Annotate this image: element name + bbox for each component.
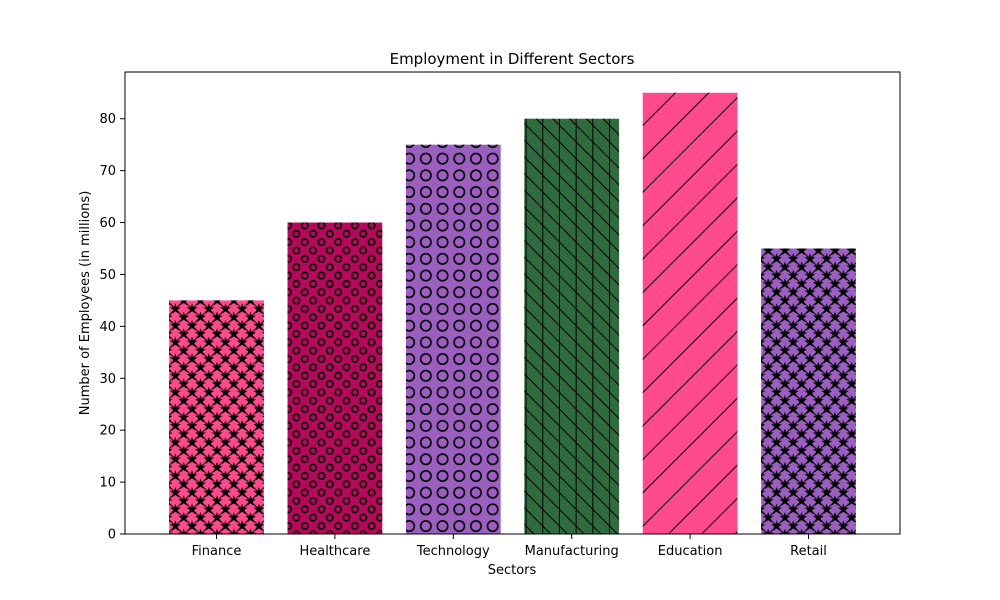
- y-tick-label: 10: [99, 476, 116, 491]
- y-tick-label: 70: [99, 164, 116, 179]
- x-axis-ticks: Finance Healthcare Technology Manufacturing…: [192, 534, 827, 559]
- y-tick-label: 80: [99, 112, 116, 127]
- bar-hatch-healthcare: [287, 222, 383, 534]
- plot-frame: [124, 71, 901, 535]
- bar-hatch-retail: [761, 248, 856, 534]
- bar-hatch-technology: [405, 144, 501, 534]
- bar-hatch-education: [642, 92, 738, 534]
- y-axis-label: Number of Employees (in millions): [78, 191, 93, 416]
- y-tick-label: 0: [108, 528, 116, 543]
- x-tick-label: Finance: [192, 544, 242, 559]
- y-tick-label: 20: [99, 424, 116, 439]
- x-tick-label: Education: [658, 544, 723, 559]
- y-tick-label: 30: [99, 372, 116, 387]
- bar-hatch-finance: [169, 300, 264, 534]
- x-axis-label: Sectors: [488, 563, 537, 578]
- y-tick-label: 40: [99, 320, 116, 335]
- y-tick-label: 50: [99, 268, 116, 283]
- x-tick-label: Retail: [790, 544, 827, 559]
- bar-hatch-manufacturing: [524, 118, 620, 534]
- y-tick-label: 60: [99, 216, 116, 231]
- x-tick-label: Technology: [416, 544, 490, 559]
- x-tick-label: Healthcare: [299, 544, 370, 559]
- bars-layer: [169, 92, 856, 534]
- chart-title: Employment in Different Sectors: [390, 50, 635, 68]
- x-tick-label: Manufacturing: [525, 544, 619, 559]
- y-axis-ticks: 0 10 20 30 40 50 60 70 80: [99, 112, 125, 543]
